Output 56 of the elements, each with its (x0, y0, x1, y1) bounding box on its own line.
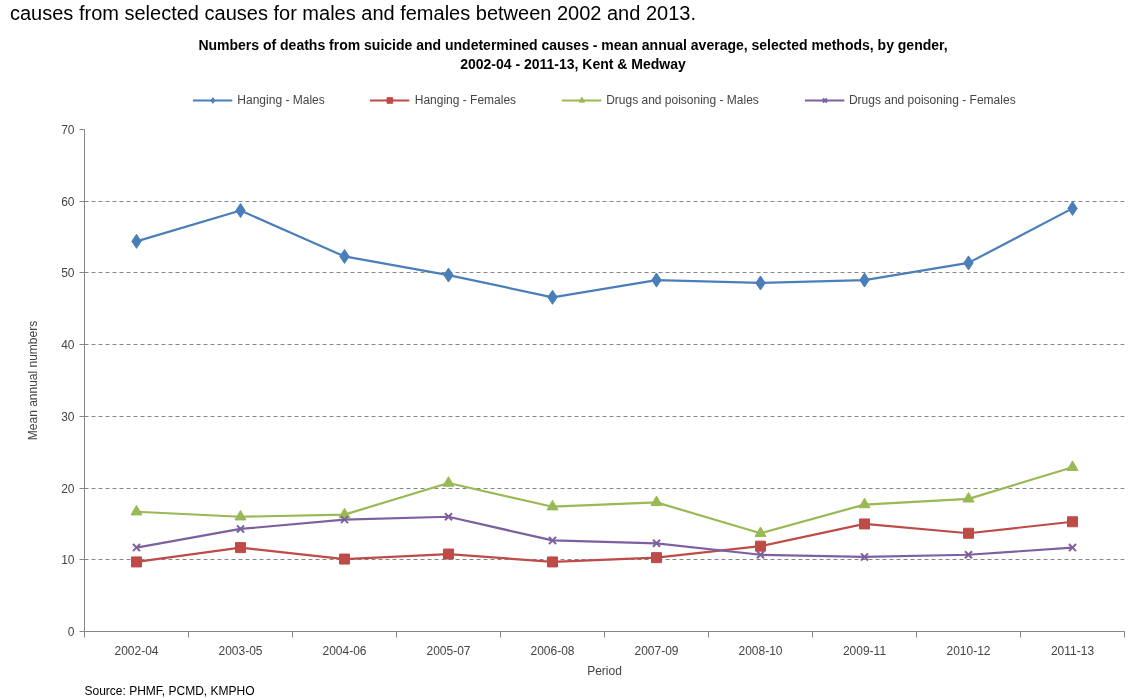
point (546, 499, 559, 511)
x-tick-label: 2006-08 (530, 643, 575, 658)
point (1066, 460, 1079, 471)
legend-label: Drugs and poisoning - Females (848, 93, 1016, 107)
point (235, 524, 246, 534)
point (547, 535, 558, 545)
point (235, 542, 246, 554)
point (859, 552, 870, 562)
x-tick-label: 2002-04 (114, 643, 159, 658)
y-axis-title: Mean annual numbers (26, 320, 41, 441)
point (1067, 516, 1078, 528)
point (339, 515, 350, 525)
point (651, 552, 662, 564)
legend-label: Hanging - Males (237, 93, 325, 107)
point (962, 491, 975, 503)
y-tick-label: 70 (61, 123, 75, 137)
y-tick-label: 50 (61, 266, 75, 281)
point (443, 548, 454, 560)
text: causes from selected causes for males and females between 2002 and 2013. (10, 1, 696, 26)
x-axis-title: Period (587, 663, 622, 678)
point (754, 526, 767, 537)
x-tick-label: 2008-10 (738, 643, 783, 658)
point (547, 556, 558, 568)
point (755, 550, 766, 560)
x-tick-label: 2005-07 (426, 643, 471, 658)
point (442, 476, 455, 487)
point (650, 495, 663, 507)
point (131, 556, 142, 568)
point (443, 512, 454, 522)
y-tick-label: 10 (61, 553, 75, 568)
x-tick-label: 2003-05 (218, 643, 263, 658)
legend-label: Hanging - Females (414, 93, 517, 107)
x-tick-label: 2011-13 (1050, 643, 1095, 658)
y-tick-label: 0 (67, 625, 75, 639)
chart-title: Numbers of deaths from suicide and undetermined causes - mean annual average, selected methods, by gender, 2002-04 - 2011-13, Kent & Medway (198, 36, 948, 74)
x-tick-label: 2004-06 (322, 643, 367, 658)
point (130, 504, 143, 516)
point (963, 550, 974, 560)
legend-label: Drugs and poisoning - Males (606, 93, 759, 107)
point (755, 540, 766, 552)
point (859, 518, 870, 530)
point (858, 497, 871, 509)
point (963, 527, 974, 539)
point (339, 553, 350, 565)
y-tick-label: 30 (61, 409, 75, 424)
point (234, 509, 247, 521)
y-tick-label: 20 (61, 481, 75, 496)
point (131, 543, 142, 553)
x-tick-label: 2007-09 (634, 643, 679, 658)
x-tick-label: 2009-11 (842, 643, 887, 658)
point (651, 538, 662, 548)
source-note: Source: PHMF, PCMD, KMPHO (84, 683, 255, 698)
y-tick-label: 40 (61, 338, 75, 353)
x-tick-label: 2010-12 (946, 643, 991, 658)
y-tick-label: 60 (61, 194, 75, 209)
point (1067, 543, 1078, 553)
